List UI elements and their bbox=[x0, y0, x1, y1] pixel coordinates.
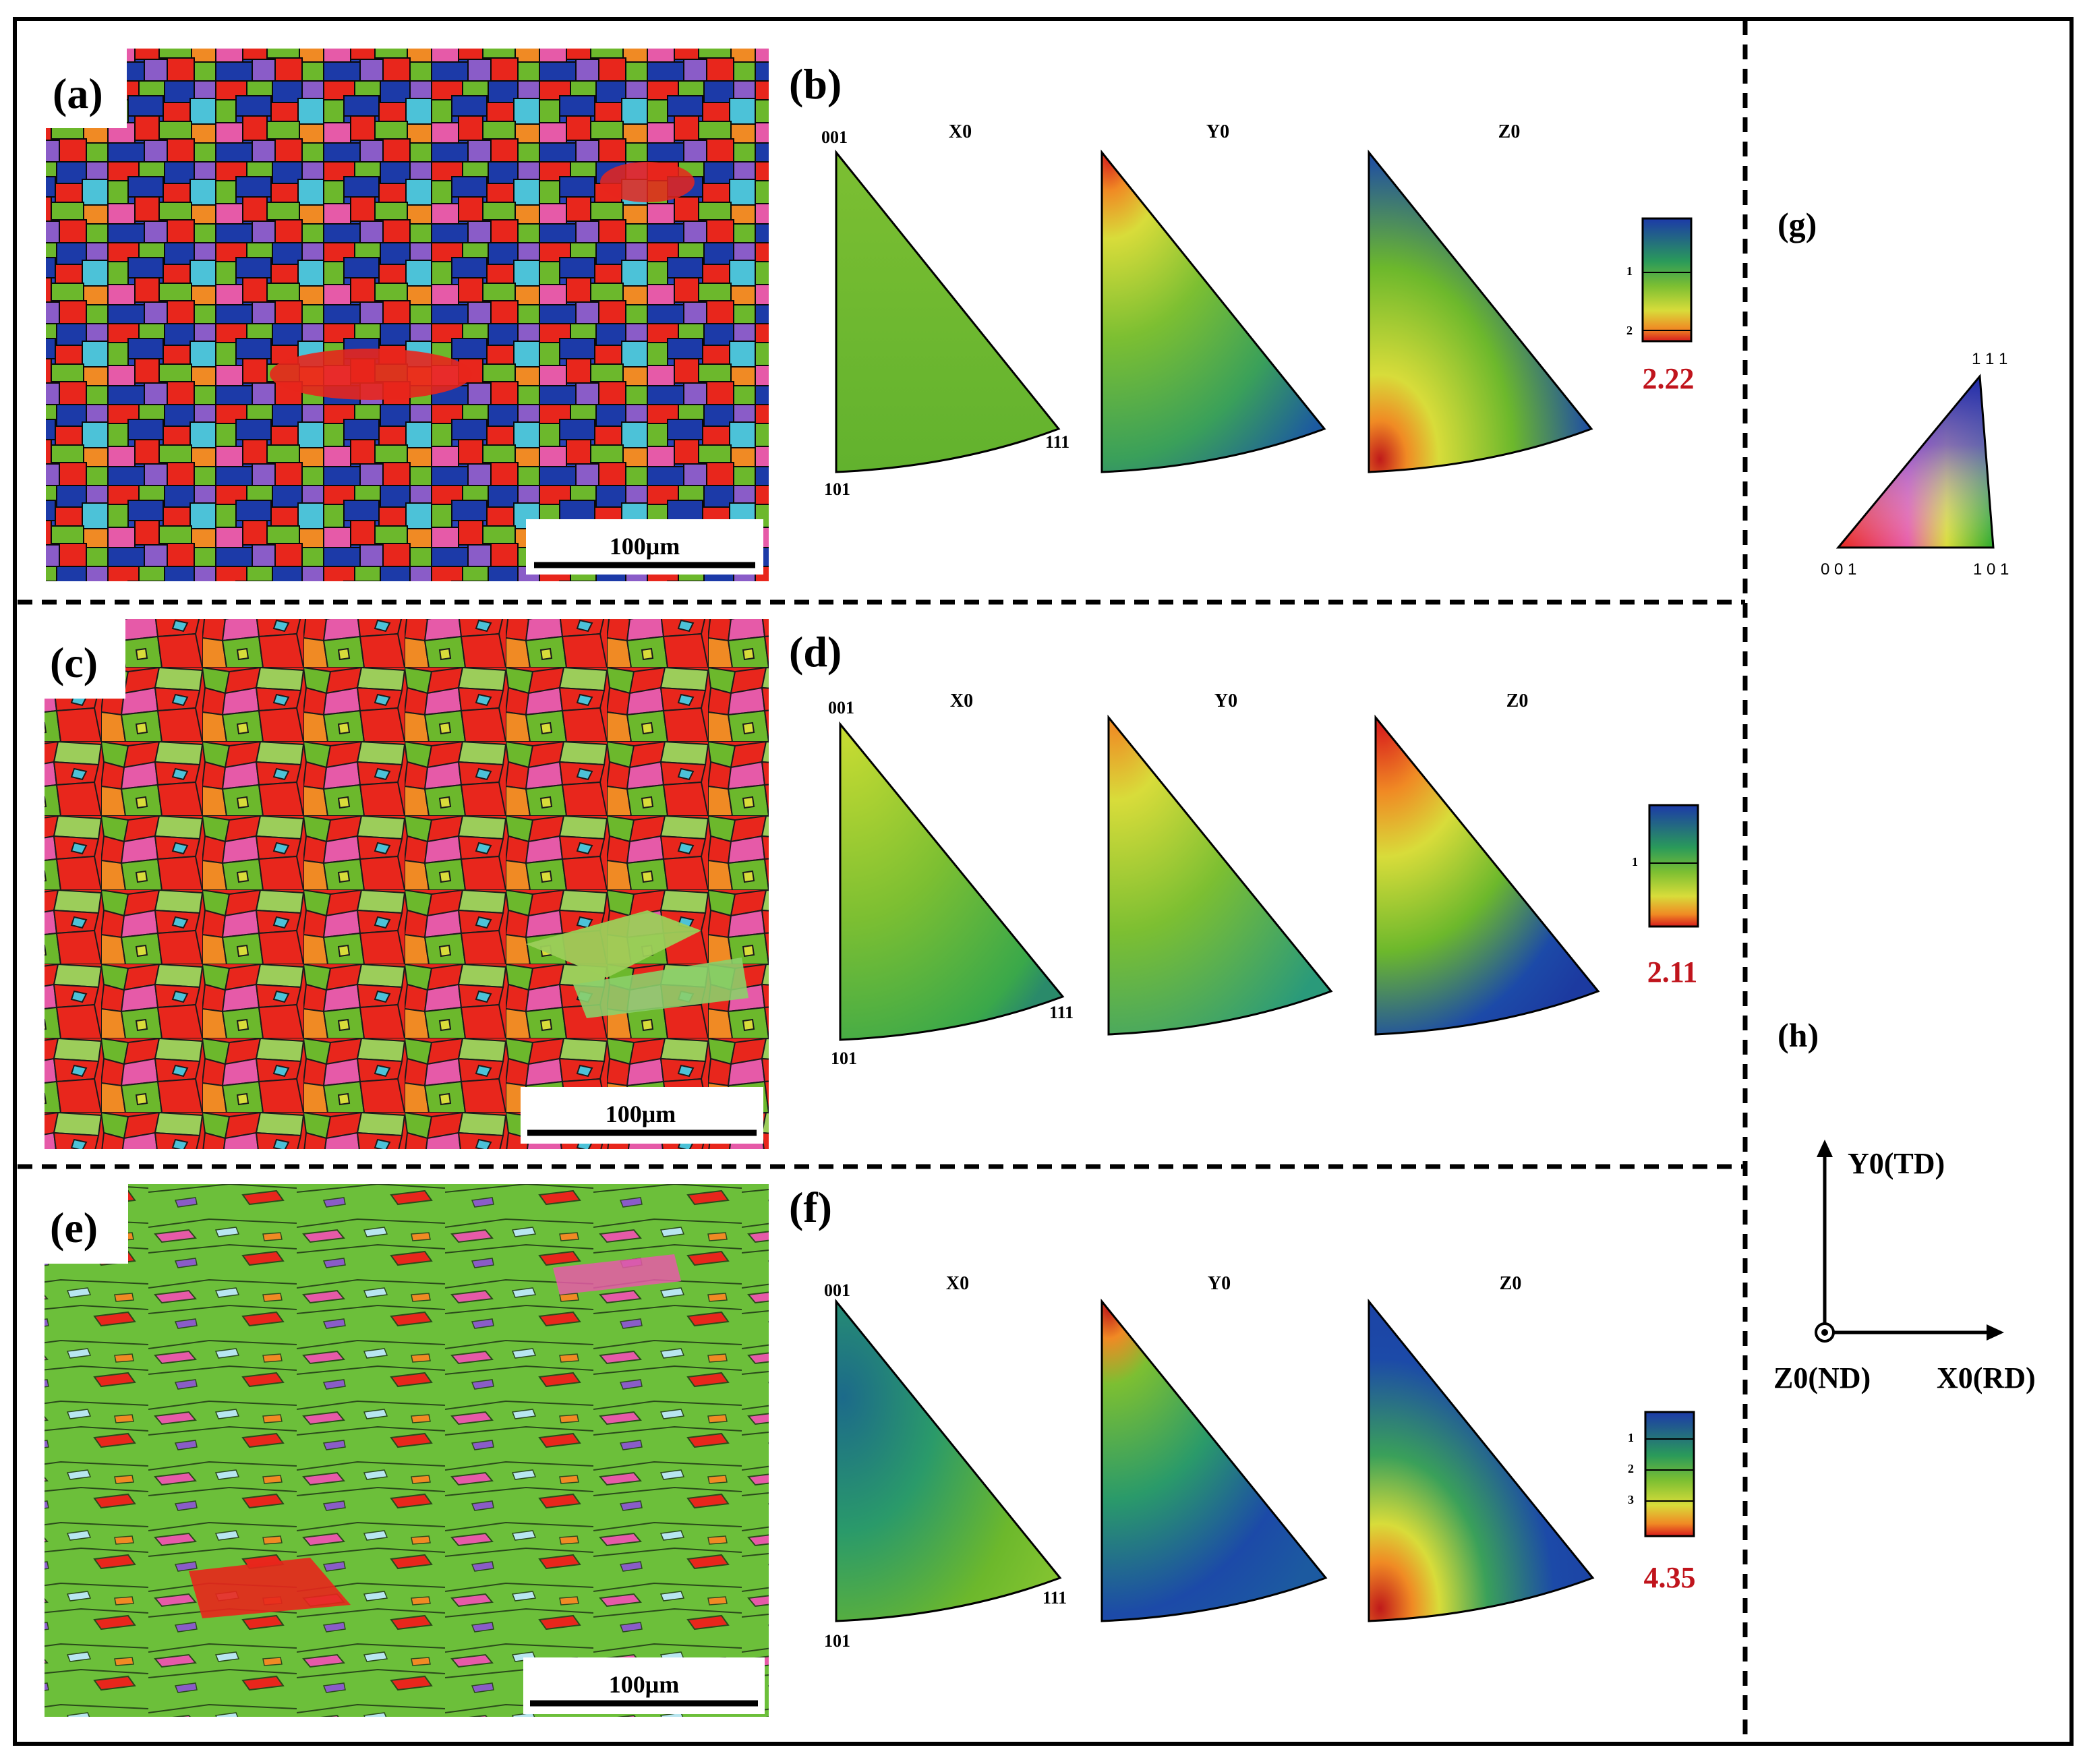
ipf-row-f: 001 X0 Y0 Z0 111 101 1 2 3 4.35 bbox=[824, 1273, 1696, 1651]
ipf-b-corner-101: 101 bbox=[824, 479, 850, 499]
ipf-b-title-x: X0 bbox=[949, 121, 972, 142]
axes-diagram: Y0(TD) X0(RD) Z0(ND) bbox=[1773, 1140, 2036, 1394]
ipf-d-z0 bbox=[1374, 714, 1600, 1036]
colorbar-b-max: 2.22 bbox=[1643, 362, 1695, 395]
ipf-row-b: 001 X0 Y0 Z0 111 101 1 2 2.22 bbox=[821, 121, 1695, 499]
colorbar-b-tick-1: 1 bbox=[1626, 264, 1633, 278]
axis-y-label: Y0(TD) bbox=[1848, 1147, 1945, 1180]
ipf-d-corner-111: 111 bbox=[1049, 1003, 1074, 1022]
colorbar-d bbox=[1648, 804, 1699, 928]
ipf-d-corner-001: 001 bbox=[828, 698, 854, 717]
ipf-b-title-y: Y0 bbox=[1206, 121, 1229, 142]
colorbar-d-tick-1: 1 bbox=[1632, 855, 1638, 869]
ipf-f-corner-111: 111 bbox=[1042, 1588, 1067, 1608]
ipf-color-key: 1 1 1 0 0 1 1 0 1 bbox=[1807, 333, 2023, 593]
ipf-f-x0 bbox=[835, 1298, 1062, 1622]
ipf-f-z0 bbox=[1368, 1298, 1595, 1622]
panel-label-b: (b) bbox=[789, 60, 842, 108]
ipf-d-title-x: X0 bbox=[950, 690, 973, 711]
panel-label-e: (e) bbox=[50, 1204, 98, 1252]
ipf-d-title-z: Z0 bbox=[1506, 690, 1529, 711]
ipf-row-d: 001 X0 Y0 Z0 111 101 1 2.11 bbox=[828, 690, 1699, 1068]
ebsd-map-e: 100μm bbox=[45, 1184, 769, 1717]
key-101: 1 0 1 bbox=[1973, 560, 2009, 579]
colorbar-b-tick-2: 2 bbox=[1626, 324, 1633, 337]
key-111: 1 1 1 bbox=[1972, 350, 2007, 368]
ebsd-map-a: 100μm bbox=[46, 49, 769, 581]
scalebar-label-a: 100μm bbox=[610, 533, 680, 560]
ipf-f-y0 bbox=[1100, 1298, 1328, 1622]
colorbar-f bbox=[1644, 1411, 1695, 1537]
colorbar-f-max: 4.35 bbox=[1644, 1561, 1696, 1594]
panel-label-a: (a) bbox=[53, 69, 103, 117]
colorbar-d-max: 2.11 bbox=[1647, 955, 1698, 989]
ipf-f-corner-001: 001 bbox=[824, 1281, 850, 1300]
colorbar-f-tick-1: 1 bbox=[1628, 1431, 1634, 1444]
ipf-b-z0 bbox=[1368, 149, 1593, 473]
ipf-d-corner-101: 101 bbox=[831, 1049, 857, 1068]
panel-label-g: (g) bbox=[1778, 206, 1817, 243]
panel-label-c: (c) bbox=[50, 639, 98, 686]
ipf-b-x0 bbox=[835, 149, 1061, 473]
ipf-d-y0 bbox=[1107, 714, 1333, 1036]
ipf-f-title-y: Y0 bbox=[1208, 1273, 1231, 1294]
panel-label-f: (f) bbox=[789, 1183, 832, 1231]
panel-label-d: (d) bbox=[789, 628, 842, 676]
scalebar-label-c: 100μm bbox=[606, 1100, 676, 1127]
axis-z-label: Z0(ND) bbox=[1773, 1361, 1871, 1394]
arrow-right-icon bbox=[1987, 1324, 2004, 1341]
ipf-d-x0 bbox=[839, 721, 1065, 1041]
axis-x-label: X0(RD) bbox=[1937, 1361, 2036, 1394]
key-001: 0 0 1 bbox=[1821, 560, 1856, 579]
ipf-b-corner-111: 111 bbox=[1045, 432, 1069, 452]
ipf-b-corner-001: 001 bbox=[821, 127, 848, 147]
colorbar-b bbox=[1641, 217, 1693, 343]
outer-frame bbox=[13, 17, 2074, 1746]
ebsd-map-c: 100μm bbox=[45, 619, 769, 1149]
ipf-f-title-z: Z0 bbox=[1500, 1273, 1522, 1294]
scalebar-label-e: 100μm bbox=[609, 1671, 679, 1698]
ipf-d-title-y: Y0 bbox=[1214, 690, 1237, 711]
panel-label-h: (h) bbox=[1778, 1016, 1819, 1054]
arrow-up-icon bbox=[1817, 1140, 1833, 1157]
ipf-f-title-x: X0 bbox=[946, 1273, 969, 1294]
colorbar-f-tick-2: 2 bbox=[1628, 1462, 1634, 1475]
ipf-f-corner-101: 101 bbox=[824, 1631, 850, 1651]
ipf-b-title-z: Z0 bbox=[1498, 121, 1521, 142]
colorbar-f-tick-3: 3 bbox=[1628, 1493, 1634, 1506]
ipf-b-y0 bbox=[1100, 149, 1326, 473]
